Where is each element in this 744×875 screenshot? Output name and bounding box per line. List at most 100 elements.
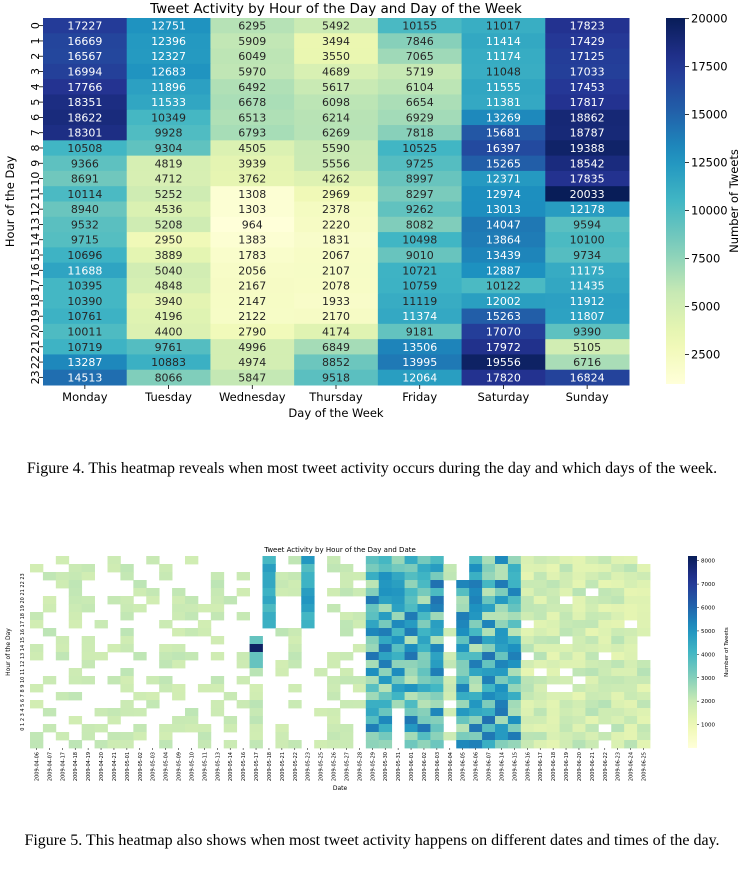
heatmap-cell bbox=[391, 596, 405, 605]
heatmap-cell bbox=[43, 232, 128, 248]
heatmap-cell bbox=[417, 572, 431, 581]
heatmap-cell bbox=[624, 708, 638, 717]
heatmap-cell bbox=[43, 293, 128, 310]
cell-label: 13269 bbox=[486, 111, 521, 124]
heatmap-cell bbox=[210, 140, 295, 157]
heatmap-cell bbox=[81, 596, 95, 605]
heatmap-cell bbox=[294, 216, 379, 233]
heatmap-cell bbox=[533, 652, 548, 661]
heatmap-cell bbox=[456, 604, 470, 613]
heatmap-cell bbox=[262, 604, 276, 613]
colorbar-tick-label: 5000 bbox=[701, 629, 715, 635]
cell-label: 6492 bbox=[238, 81, 266, 94]
heatmap-cell bbox=[469, 556, 483, 565]
heatmap-cell bbox=[378, 612, 393, 621]
heatmap-cell bbox=[210, 277, 295, 294]
heatmap-cell bbox=[55, 732, 70, 741]
heatmap-cell bbox=[430, 676, 444, 685]
heatmap-cell bbox=[81, 644, 95, 653]
heatmap-cell bbox=[352, 612, 367, 621]
x-tick-label: 2009-05-03 bbox=[151, 752, 157, 781]
heatmap-cell bbox=[43, 155, 128, 172]
heatmap-cell bbox=[469, 572, 483, 581]
heatmap-cell bbox=[159, 620, 173, 629]
heatmap-cell bbox=[598, 684, 612, 693]
heatmap-cell bbox=[417, 564, 431, 573]
heatmap-cell bbox=[126, 140, 211, 157]
heatmap-cell bbox=[546, 652, 560, 661]
heatmap-cell bbox=[482, 556, 496, 565]
heatmap-cell bbox=[443, 684, 457, 693]
x-tick-label: 2009-06-06 bbox=[474, 752, 480, 781]
heatmap-cell bbox=[249, 660, 263, 669]
heatmap-cell bbox=[533, 628, 548, 637]
heatmap-cell bbox=[43, 109, 128, 126]
heatmap-cell bbox=[507, 596, 522, 605]
heatmap-cell bbox=[294, 63, 379, 80]
heatmap-cell bbox=[43, 186, 128, 202]
heatmap-cell bbox=[197, 724, 212, 733]
cell-label: 4848 bbox=[155, 280, 183, 293]
cell-label: 12396 bbox=[151, 35, 186, 48]
heatmap-cell bbox=[430, 700, 444, 709]
colorbar-tick-label: 5000 bbox=[691, 300, 720, 314]
heatmap-cell bbox=[262, 620, 276, 629]
heatmap-cell bbox=[391, 652, 405, 661]
heatmap-cell bbox=[185, 604, 199, 613]
cell-label: 17820 bbox=[486, 371, 521, 384]
cell-label: 20033 bbox=[570, 188, 605, 201]
heatmap-cell bbox=[107, 596, 121, 605]
cell-label: 9304 bbox=[155, 142, 183, 155]
heatmap-cell bbox=[482, 732, 496, 741]
x-tick-label: 2009-06-23 bbox=[616, 752, 622, 781]
heatmap-cell bbox=[378, 580, 393, 589]
heatmap-cell bbox=[365, 692, 380, 701]
heatmap-cell bbox=[81, 724, 95, 733]
heatmap-cell bbox=[391, 604, 405, 613]
heatmap-cell bbox=[68, 572, 83, 581]
heatmap-cell bbox=[327, 564, 341, 573]
heatmap-cell bbox=[545, 140, 630, 157]
heatmap-cell bbox=[430, 580, 444, 589]
heatmap-cell bbox=[288, 572, 302, 581]
heatmap-cell bbox=[461, 170, 546, 187]
heatmap-cell bbox=[365, 644, 380, 653]
heatmap-cell bbox=[327, 692, 341, 701]
heatmap-cell bbox=[340, 652, 354, 661]
cell-label: 2170 bbox=[322, 310, 350, 323]
heatmap-cell bbox=[637, 628, 651, 637]
cell-label: 10696 bbox=[67, 249, 102, 262]
cell-label: 9366 bbox=[71, 157, 99, 170]
heatmap-cell bbox=[533, 684, 548, 693]
heatmap-cell bbox=[417, 604, 431, 613]
heatmap-cell bbox=[172, 596, 186, 605]
heatmap-cell bbox=[404, 604, 418, 613]
heatmap-cell bbox=[377, 155, 463, 172]
heatmap-cell bbox=[236, 588, 250, 597]
heatmap-cell bbox=[482, 596, 496, 605]
heatmap-cell bbox=[559, 612, 573, 621]
heatmap-cell bbox=[545, 216, 630, 233]
heatmap-cell bbox=[107, 740, 121, 749]
x-axis-label: Date bbox=[333, 785, 348, 792]
heatmap-cell bbox=[262, 580, 276, 589]
heatmap-cell bbox=[378, 700, 393, 709]
y-tick-labels: 0 1 2 3 4 5 6 7 8 9 10 11 12 13 14 15 16… bbox=[20, 573, 26, 730]
cell-label: 9518 bbox=[322, 371, 350, 384]
heatmap-cell bbox=[461, 125, 546, 141]
heatmap-cell bbox=[236, 612, 250, 621]
heatmap-cell bbox=[559, 572, 573, 581]
cell-label: 6716 bbox=[573, 356, 601, 369]
heatmap-cell bbox=[159, 740, 173, 749]
x-tick-label: 2009-06-18 bbox=[551, 752, 557, 781]
heatmap-cell bbox=[327, 604, 341, 613]
heatmap-cell bbox=[249, 668, 263, 677]
heatmap-cell bbox=[559, 620, 573, 629]
heatmap-cell bbox=[378, 684, 393, 693]
heatmap-cell bbox=[378, 716, 393, 725]
heatmap-cell bbox=[611, 684, 625, 693]
figure-4-caption: Figure 4. This heatmap reveals when most… bbox=[26, 460, 718, 477]
heatmap-cell bbox=[520, 612, 535, 621]
cell-label: 6295 bbox=[238, 20, 266, 33]
heatmap-cell bbox=[377, 308, 463, 325]
